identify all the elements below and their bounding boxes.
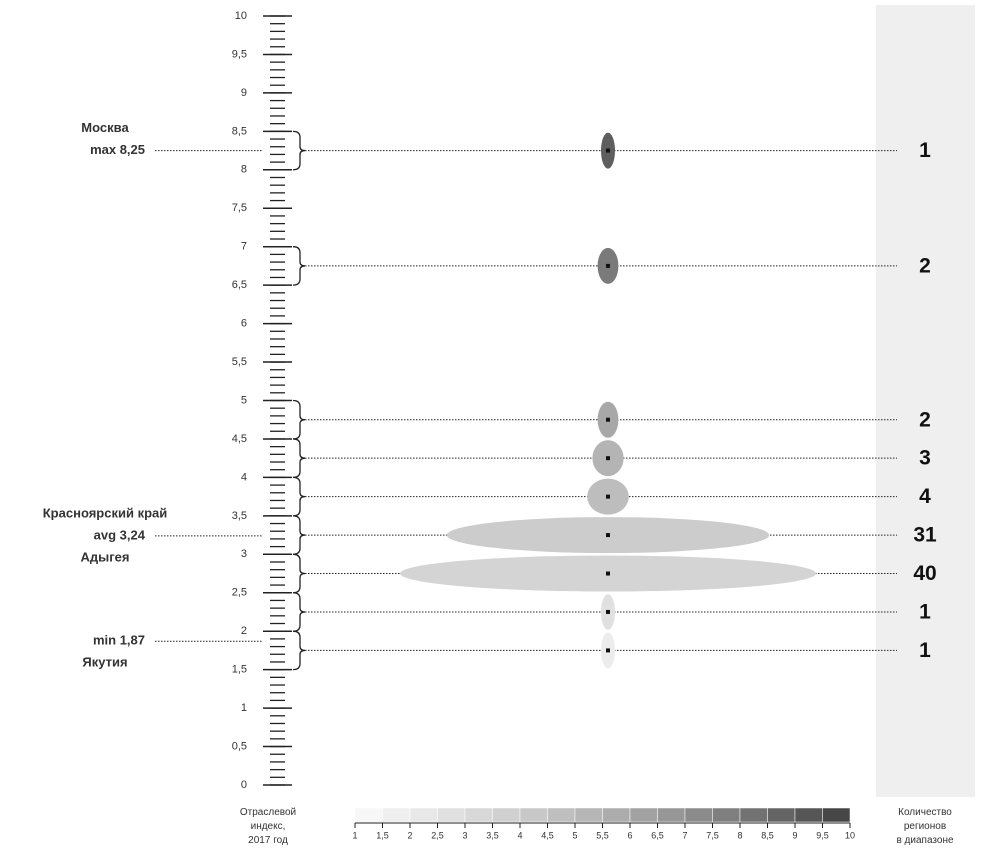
count-label: 2 [919,408,931,431]
scale-cell [547,807,576,823]
count-label: 31 [913,524,937,547]
y-tick-label: 10 [235,10,247,22]
count-label: 1 [919,139,931,162]
scale-cell [794,807,823,823]
scale-label: 3,5 [486,830,499,840]
y-tick-label: 7 [241,241,247,253]
scale-label: 1 [352,830,357,840]
scale-cell [409,807,438,823]
scale-label: 2,5 [431,830,444,840]
scale-label: 7,5 [706,830,719,840]
bubble-center [606,456,610,461]
brace [292,399,306,440]
annotation-above: Москва [81,120,129,135]
y-tick-label: 8,5 [232,125,247,137]
scale-label: 8,5 [761,830,774,840]
scale-cell [739,807,768,823]
scale-label: 2 [407,830,412,840]
bubble-center [606,571,610,576]
y-tick-label: 2 [241,625,247,637]
brace [292,630,306,671]
count-label: 4 [919,485,931,508]
scale-cell [684,807,713,823]
scale-label: 3 [462,830,467,840]
scale-cell [492,807,521,823]
scale-cell [767,807,796,823]
annotation-label: min 1,87 [93,633,145,648]
bubble-center [606,609,610,614]
scale-cell [629,807,658,823]
scale-cell [657,807,686,823]
y-tick-label: 1,5 [232,664,247,676]
bubble-center [606,148,610,153]
scale-cell [574,807,603,823]
scale-label: 6 [627,830,632,840]
y-tick-label: 0,5 [232,740,247,752]
y-tick-label: 0 [241,779,247,791]
count-label: 40 [913,562,936,585]
y-tick-label: 6,5 [232,279,247,291]
bubble-center [606,648,610,653]
scale-cell [354,807,383,823]
scale-label: 4,5 [541,830,554,840]
scale-cell [437,807,466,823]
brace [292,476,306,517]
y-tick-label: 5,5 [232,356,247,368]
bubble-center [606,533,610,538]
brace [292,515,306,555]
scale-label: 5 [572,830,577,840]
y-tick-label: 3 [241,548,247,560]
annotation-below: Якутия [82,655,127,670]
y-tick-label: 1 [241,702,247,714]
brace [292,130,306,171]
y-tick-label: 2,5 [232,587,247,599]
y-tick-label: 5 [241,394,247,406]
y-tick-label: 4 [241,471,247,483]
count-label: 2 [919,254,931,277]
scale-label: 9,5 [816,830,829,840]
scale-label: 1,5 [376,830,389,840]
count-label: 1 [919,601,931,624]
annotation-label: max 8,25 [90,142,145,157]
brace [292,246,306,286]
brace [292,592,306,632]
bubble-center [606,494,610,499]
y-tick-label: 4,5 [232,433,247,445]
y-tick-label: 6 [241,318,247,330]
scale-cell [602,807,631,823]
brace [292,438,306,479]
count-label: 3 [919,447,931,470]
scale-cell [519,807,548,823]
scale-cell [822,807,851,823]
scale-label: 5,5 [596,830,609,840]
annotation-below: Адыгея [81,549,130,564]
bubble-center [606,263,610,268]
legend-title: Отраслевой индекс, 2017 год [240,807,296,846]
scale-label: 4 [517,830,522,840]
bubble-center [606,417,610,422]
y-tick-label: 9,5 [232,48,247,60]
brace [292,553,306,594]
y-tick-label: 9 [241,87,247,99]
count-title: Количество регионов в диапазоне [896,807,953,846]
scale-cell [712,807,741,823]
annotation-label: avg 3,24 [94,527,146,542]
scale-label: 10 [845,830,855,840]
count-panel [876,5,975,797]
annotation-above: Красноярский край [43,505,167,520]
scale-label: 6,5 [651,830,664,840]
scale-cell [382,807,411,823]
scale-cell [464,807,493,823]
scale-label: 9 [792,830,797,840]
y-tick-label: 7,5 [232,202,247,214]
y-tick-label: 8 [241,164,247,176]
scale-label: 8 [737,830,742,840]
count-label: 1 [919,639,931,662]
scale-label: 7 [682,830,687,840]
y-tick-label: 3,5 [232,510,247,522]
